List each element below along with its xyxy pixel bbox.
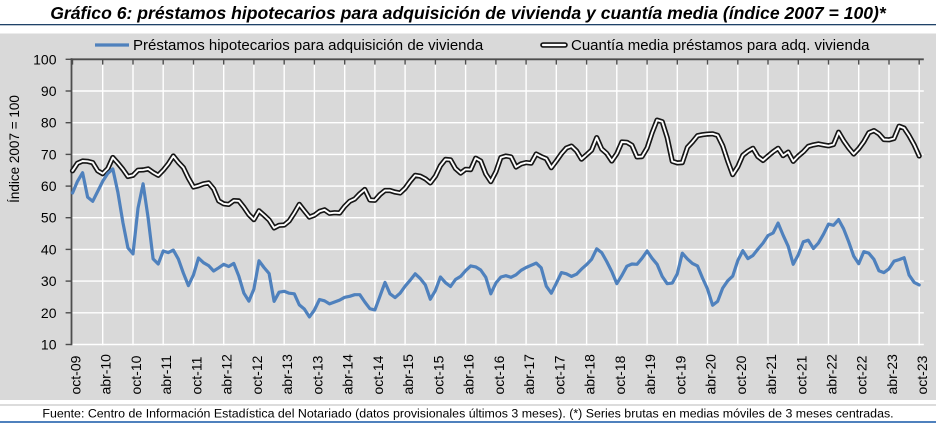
svg-text:oct-21: oct-21 <box>793 355 809 394</box>
svg-text:oct-19: oct-19 <box>672 355 688 394</box>
svg-text:Índice 2007 = 100: Índice 2007 = 100 <box>7 95 22 203</box>
svg-text:60: 60 <box>41 178 57 194</box>
svg-text:abr-15: abr-15 <box>400 354 416 395</box>
svg-text:70: 70 <box>41 146 57 162</box>
svg-text:10: 10 <box>41 337 57 353</box>
svg-text:abr-17: abr-17 <box>521 354 537 395</box>
svg-text:abr-18: abr-18 <box>582 354 598 395</box>
svg-text:90: 90 <box>41 83 57 99</box>
svg-text:oct-12: oct-12 <box>249 355 265 394</box>
svg-text:oct-14: oct-14 <box>370 355 386 394</box>
svg-text:50: 50 <box>41 210 57 226</box>
svg-text:Préstamos hipotecarios para ad: Préstamos hipotecarios para adquisición … <box>133 37 484 54</box>
svg-text:oct-16: oct-16 <box>491 355 507 394</box>
svg-text:40: 40 <box>41 241 57 257</box>
svg-text:abr-21: abr-21 <box>763 354 779 395</box>
svg-text:oct-20: oct-20 <box>733 355 749 394</box>
svg-text:Gráfico 6: préstamos hipotecar: Gráfico 6: préstamos hipotecarios para a… <box>50 3 887 23</box>
svg-text:oct-23: oct-23 <box>914 355 930 394</box>
svg-text:oct-18: oct-18 <box>612 355 628 394</box>
svg-text:Fuente: Centro de Información: Fuente: Centro de Información Estadístic… <box>42 407 893 421</box>
svg-text:abr-19: abr-19 <box>642 354 658 395</box>
svg-text:oct-17: oct-17 <box>551 355 567 394</box>
svg-text:abr-11: abr-11 <box>158 355 174 395</box>
svg-text:abr-14: abr-14 <box>340 354 356 395</box>
svg-text:oct-11: oct-11 <box>189 356 205 394</box>
svg-text:abr-16: abr-16 <box>461 354 477 395</box>
svg-text:20: 20 <box>41 305 57 321</box>
svg-text:80: 80 <box>41 115 57 131</box>
svg-text:30: 30 <box>41 273 57 289</box>
svg-text:oct-10: oct-10 <box>128 355 144 394</box>
svg-text:oct-13: oct-13 <box>309 355 325 394</box>
svg-text:100: 100 <box>33 51 57 67</box>
svg-text:abr-10: abr-10 <box>98 354 114 395</box>
svg-text:abr-23: abr-23 <box>884 354 900 395</box>
svg-text:abr-12: abr-12 <box>219 354 235 395</box>
svg-text:oct-15: oct-15 <box>430 355 446 394</box>
svg-text:oct-22: oct-22 <box>854 355 870 394</box>
svg-text:abr-22: abr-22 <box>824 354 840 395</box>
svg-text:oct-09: oct-09 <box>68 355 84 394</box>
svg-text:Cuantía media préstamos para a: Cuantía media préstamos para adq. vivien… <box>571 37 870 54</box>
svg-text:abr-13: abr-13 <box>279 354 295 395</box>
svg-text:abr-20: abr-20 <box>703 354 719 395</box>
